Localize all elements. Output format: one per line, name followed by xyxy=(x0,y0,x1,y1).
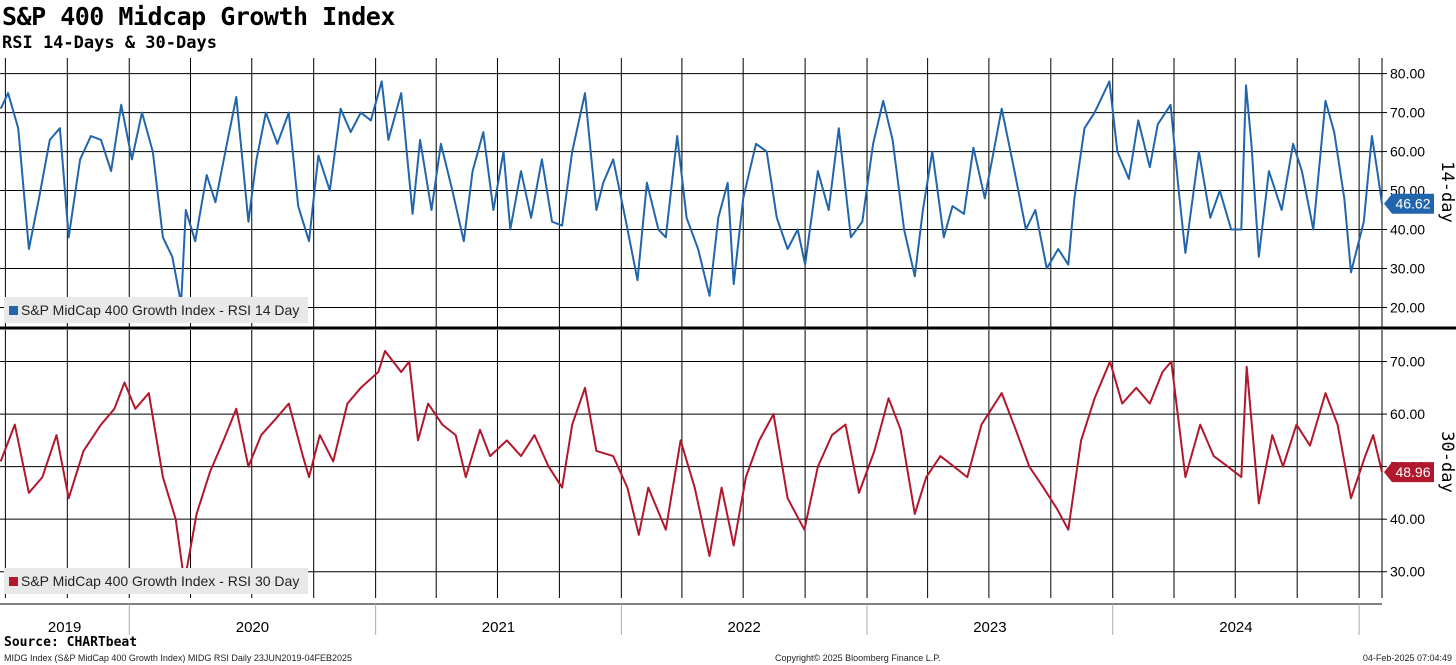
footer-timestamp: 04-Feb-2025 07:04:49 xyxy=(1362,653,1452,663)
y-tick-label: 80.00 xyxy=(1390,66,1425,82)
x-tick-label: 2021 xyxy=(482,619,515,636)
rsi-14-line xyxy=(0,80,1383,305)
y-tick-label: 40.00 xyxy=(1390,511,1425,527)
panel-label: 30-day xyxy=(1437,431,1456,492)
panel-label: 14-day xyxy=(1437,161,1456,222)
x-tick-label: 2019 xyxy=(48,619,81,636)
rsi-30-line xyxy=(0,350,1383,584)
y-tick-label: 40.00 xyxy=(1390,222,1425,238)
last-value-label: 46.62 xyxy=(1395,196,1430,212)
footer-ticker-info: MIDG Index (S&P MidCap 400 Growth Index)… xyxy=(4,653,352,663)
legend-bg xyxy=(4,297,308,323)
footer-copyright: Copyright© 2025 Bloomberg Finance L.P. xyxy=(775,653,941,663)
x-tick-label: 2022 xyxy=(727,619,760,636)
legend-30: S&P MidCap 400 Growth Index - RSI 30 Day xyxy=(4,568,308,594)
y-tick-label: 60.00 xyxy=(1390,406,1425,422)
x-tick-label: 2024 xyxy=(1219,619,1252,636)
legend-swatch xyxy=(9,306,18,315)
x-tick-label: 2023 xyxy=(973,619,1006,636)
y-tick-label: 30.00 xyxy=(1390,261,1425,277)
y-tick-label: 20.00 xyxy=(1390,300,1425,316)
source-note: Source: CHARTbeat xyxy=(4,635,138,650)
y-tick-label: 70.00 xyxy=(1390,354,1425,370)
legend-label: S&P MidCap 400 Growth Index - RSI 14 Day xyxy=(21,302,299,318)
y-tick-label: 70.00 xyxy=(1390,105,1425,121)
last-value-tag-14: 46.62 xyxy=(1384,193,1434,214)
legend-swatch xyxy=(9,577,18,586)
last-value-tag-30: 48.96 xyxy=(1384,462,1434,483)
chart-title: S&P 400 Midcap Growth Index xyxy=(2,2,395,31)
legend-bg xyxy=(4,568,308,594)
legend-label: S&P MidCap 400 Growth Index - RSI 30 Day xyxy=(21,573,299,589)
y-tick-label: 30.00 xyxy=(1390,564,1425,580)
last-value-label: 48.96 xyxy=(1395,464,1430,480)
legend-14: S&P MidCap 400 Growth Index - RSI 14 Day xyxy=(4,297,308,323)
y-tick-label: 60.00 xyxy=(1390,144,1425,160)
x-tick-label: 2020 xyxy=(236,619,269,636)
last-value-box xyxy=(1384,462,1434,483)
chart-subtitle: RSI 14-Days & 30-Days xyxy=(2,33,217,53)
last-value-box xyxy=(1384,193,1434,214)
